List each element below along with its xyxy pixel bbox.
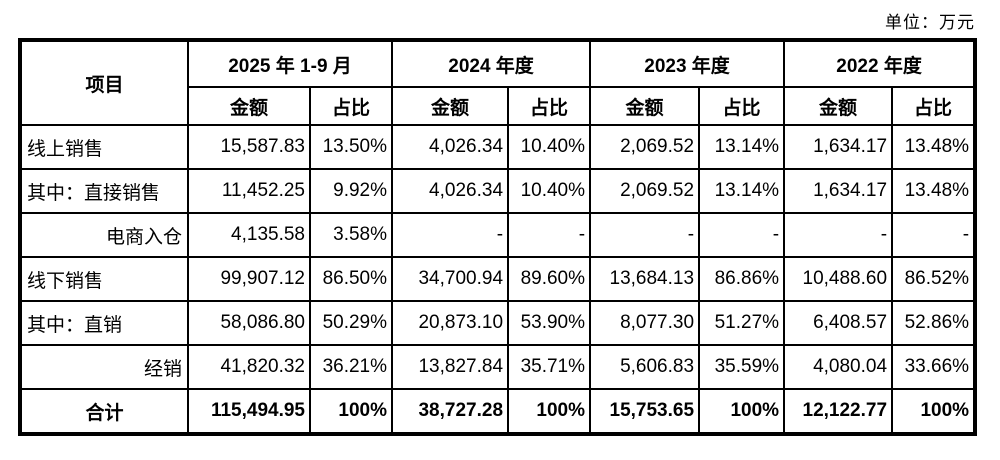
ratio-cell: 13.50% (308, 124, 394, 170)
row-label: 线上销售 (19, 124, 189, 170)
ratio-cell: 50.29% (308, 300, 394, 346)
amount-cell: 1,634.17 (783, 168, 894, 214)
ratio-cell: 35.71% (507, 344, 592, 390)
amount-cell: 41,820.32 (187, 344, 311, 390)
ratio-cell: 36.21% (308, 344, 394, 390)
table-row: 电商入仓 4,135.58 3.58% - - - - - - (19, 212, 977, 258)
ratio-cell: 13.14% (698, 124, 786, 170)
ratio-cell: 9.92% (308, 168, 394, 214)
row-label: 经销 (19, 344, 189, 390)
amount-cell: 13,684.13 (589, 256, 701, 302)
ratio-cell: 13.48% (891, 124, 977, 170)
amount-cell: 2,069.52 (589, 168, 701, 214)
ratio-cell: - (891, 212, 977, 258)
amount-cell: 10,488.60 (783, 256, 894, 302)
ratio-cell: 100% (698, 388, 786, 435)
ratio-cell: 100% (507, 388, 592, 435)
ratio-cell: 3.58% (308, 212, 394, 258)
amount-cell: 2,069.52 (589, 124, 701, 170)
amount-cell: 4,026.34 (391, 124, 510, 170)
ratio-cell: 89.60% (507, 256, 592, 302)
amount-cell: 58,086.80 (187, 300, 311, 346)
ratio-cell: 10.40% (507, 124, 592, 170)
ratio-cell: - (698, 212, 786, 258)
ratio-header-2023: 占比 (698, 86, 786, 126)
amount-cell: - (589, 212, 701, 258)
amount-cell: 5,606.83 (589, 344, 701, 390)
header-row-measures: 金额 占比 金额 占比 金额 占比 金额 占比 (20, 86, 977, 126)
table-body: 线上销售 15,587.83 13.50% 4,026.34 10.40% 2,069.5… (19, 124, 977, 435)
table-row: 线下销售 99,907.12 86.50% 34,700.94 89.60% 13,684… (19, 256, 977, 302)
ratio-cell: 53.90% (507, 300, 592, 346)
period-header-2023: 2023 年度 (589, 39, 786, 88)
amount-cell: 38,727.28 (391, 388, 510, 435)
table-row: 其中：直接销售 11,452.25 9.92% 4,026.34 10.40% 2,069… (19, 168, 977, 214)
ratio-cell: 35.59% (698, 344, 786, 390)
amount-cell: 4,135.58 (187, 212, 311, 258)
amount-cell: 12,122.77 (783, 388, 894, 435)
unit-label: 单位：万元 (885, 13, 975, 32)
table-row: 经销 41,820.32 36.21% 13,827.84 35.71% 5,606.83… (19, 344, 977, 390)
table-row: 线上销售 15,587.83 13.50% 4,026.34 10.40% 2,069.5… (19, 124, 977, 170)
amount-header-2023: 金额 (589, 86, 701, 126)
amount-header-2025: 金额 (187, 86, 311, 126)
ratio-cell: 13.48% (891, 168, 977, 214)
ratio-cell: 86.52% (891, 256, 977, 302)
sales-breakdown-table: 项目 2025 年 1-9 月 2024 年度 2023 年度 2022 年度 … (18, 38, 978, 436)
amount-cell: 8,077.30 (589, 300, 701, 346)
amount-cell: 34,700.94 (391, 256, 510, 302)
period-header-2022: 2022 年度 (783, 39, 977, 88)
ratio-cell: 100% (891, 388, 977, 435)
amount-cell: 4,080.04 (783, 344, 894, 390)
row-label: 电商入仓 (19, 212, 189, 258)
row-label: 线下销售 (19, 256, 189, 302)
amount-cell: 13,827.84 (391, 344, 510, 390)
amount-cell: 99,907.12 (187, 256, 311, 302)
ratio-cell: 100% (308, 388, 394, 435)
ratio-header-2025: 占比 (308, 86, 394, 126)
amount-header-2022: 金额 (783, 86, 894, 126)
row-label: 合计 (19, 388, 189, 435)
row-label: 其中：直接销售 (19, 168, 189, 214)
amount-cell: 1,634.17 (783, 124, 894, 170)
amount-cell: 4,026.34 (391, 168, 510, 214)
table-row: 合计 115,494.95 100% 38,727.28 100% 15,753.65 10… (19, 388, 977, 435)
ratio-cell: 33.66% (891, 344, 977, 390)
item-column-header: 项目 (19, 39, 189, 126)
ratio-cell: - (507, 212, 592, 258)
amount-cell: 15,753.65 (589, 388, 701, 435)
period-header-2025: 2025 年 1-9 月 (186, 39, 394, 88)
amount-cell: 20,873.10 (391, 300, 510, 346)
header-row-periods: 项目 2025 年 1-9 月 2024 年度 2023 年度 2022 年度 (19, 39, 977, 126)
amount-cell: 11,452.25 (187, 168, 311, 214)
amount-cell: 6,408.57 (783, 300, 894, 346)
ratio-cell: 52.86% (891, 300, 977, 346)
ratio-cell: 13.14% (698, 168, 786, 214)
amount-cell: 115,494.95 (187, 388, 311, 435)
amount-header-2024: 金额 (391, 86, 510, 126)
period-header-2024: 2024 年度 (391, 39, 592, 88)
ratio-cell: 10.40% (507, 168, 592, 214)
ratio-cell: 51.27% (698, 300, 786, 346)
table-row: 其中：直销 58,086.80 50.29% 20,873.10 53.90% 8,077… (19, 300, 977, 346)
amount-cell: - (391, 212, 510, 258)
row-label: 其中：直销 (19, 300, 189, 346)
ratio-cell: 86.86% (698, 256, 786, 302)
amount-cell: - (783, 212, 894, 258)
ratio-header-2024: 占比 (507, 86, 592, 126)
ratio-cell: 86.50% (308, 256, 394, 302)
amount-cell: 15,587.83 (187, 124, 311, 170)
ratio-header-2022: 占比 (891, 86, 977, 126)
